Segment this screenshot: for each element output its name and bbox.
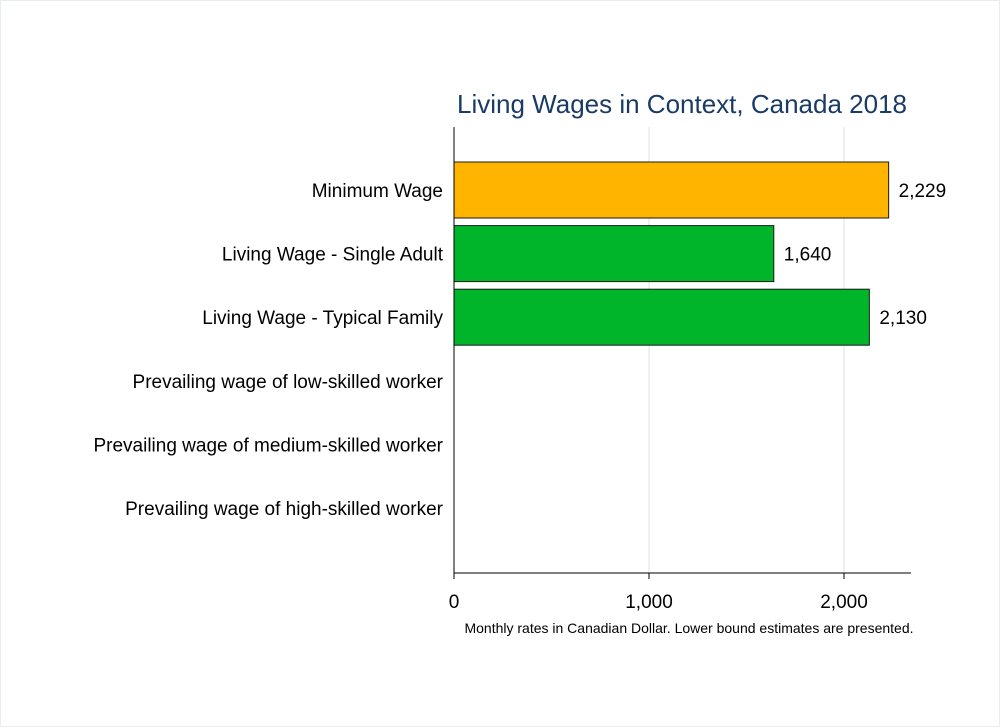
x-tick-label: 2,000 <box>820 592 868 613</box>
bar <box>453 225 775 283</box>
category-labels: Minimum Wage Living Wage - Single Adult Li… <box>93 181 443 520</box>
value-labels: 2,229 1,640 2,130 <box>784 181 946 329</box>
x-ticks: 0 1,000 2,000 <box>449 573 868 613</box>
category-label: Minimum Wage <box>312 181 443 202</box>
category-label: Living Wage - Typical Family <box>202 308 443 329</box>
x-tick-label: 0 <box>449 592 460 613</box>
category-label: Prevailing wage of high-skilled worker <box>125 499 444 520</box>
bar <box>453 288 870 346</box>
value-label: 2,130 <box>879 308 927 329</box>
category-label: Living Wage - Single Adult <box>222 245 444 266</box>
chart-title: Living Wages in Context, Canada 2018 <box>457 89 907 119</box>
bar <box>453 161 890 219</box>
axes <box>453 127 911 574</box>
category-label: Prevailing wage of low-skilled worker <box>133 372 444 393</box>
category-label: Prevailing wage of medium-skilled worker <box>93 435 443 456</box>
value-label: 1,640 <box>784 245 832 266</box>
chart-note: Monthly rates in Canadian Dollar. Lower … <box>464 620 913 636</box>
x-tick-label: 1,000 <box>625 592 673 613</box>
value-label: 2,229 <box>899 181 947 202</box>
bars <box>453 161 890 346</box>
